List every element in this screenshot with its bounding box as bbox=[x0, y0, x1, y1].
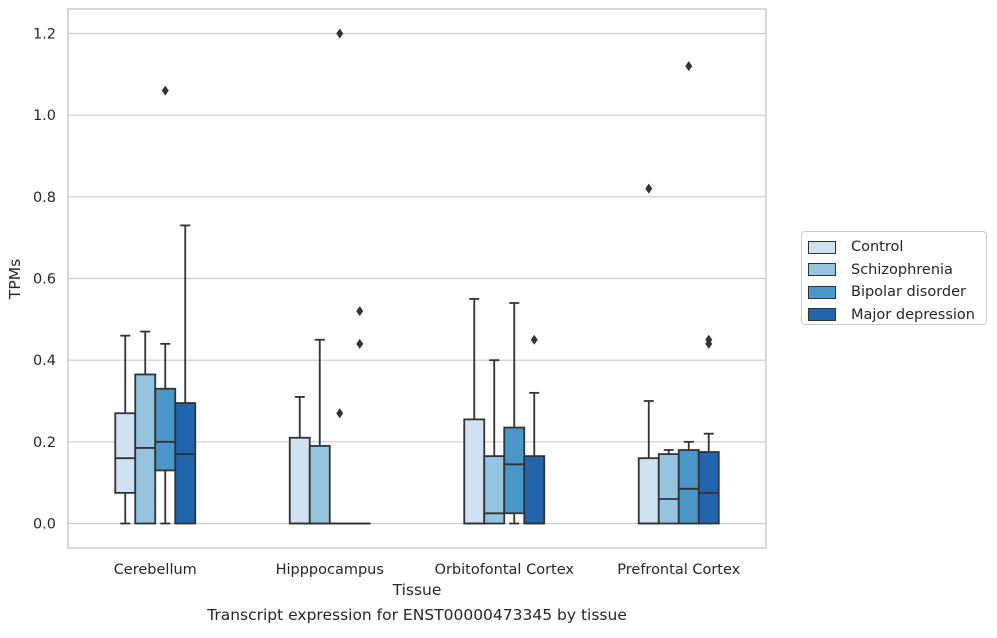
x-tick-label: Cerebellum bbox=[114, 562, 197, 578]
x-tick-label: Prefrontal Cortex bbox=[617, 562, 740, 578]
box-body bbox=[175, 403, 195, 523]
box-3-1 bbox=[659, 450, 679, 524]
box-body bbox=[504, 428, 524, 514]
y-tick-label: 0.0 bbox=[33, 517, 56, 533]
legend-label: Major depression bbox=[851, 307, 975, 323]
x-tick-labels: Cerebellum Hipppocampus Orbitofontal Corte… bbox=[114, 562, 741, 578]
chart-caption: Transcript expression for ENST0000047334… bbox=[0, 606, 834, 624]
y-tick-label: 1.0 bbox=[33, 108, 56, 124]
legend-label: Schizophrenia bbox=[851, 262, 953, 278]
legend-label: Control bbox=[851, 239, 903, 255]
x-axis-label: Tissue bbox=[392, 581, 442, 599]
box-body bbox=[290, 438, 310, 524]
x-tick-label: Orbitofontal Cortex bbox=[435, 562, 575, 578]
box-body bbox=[155, 389, 175, 471]
y-tick-label: 1.2 bbox=[33, 27, 56, 43]
y-tick-labels: 0.0 0.2 0.4 0.6 0.8 1.0 1.2 bbox=[33, 27, 56, 533]
legend: Control Schizophrenia Bipolar disorder Majo… bbox=[801, 231, 987, 325]
box-body bbox=[524, 456, 544, 523]
box-body bbox=[310, 446, 330, 524]
box-body bbox=[639, 458, 659, 523]
y-tick-label: 0.2 bbox=[33, 435, 56, 451]
box-body bbox=[115, 413, 135, 493]
box-body bbox=[464, 419, 484, 523]
legend-swatch bbox=[808, 241, 836, 254]
legend-label: Bipolar disorder bbox=[851, 284, 966, 300]
legend-item: Schizophrenia bbox=[808, 259, 986, 282]
box-body bbox=[679, 450, 699, 524]
y-tick-label: 0.8 bbox=[33, 190, 56, 206]
legend-swatch bbox=[808, 308, 836, 321]
y-axis-label: TPMs bbox=[6, 259, 24, 300]
x-tick-label: Hipppocampus bbox=[276, 562, 384, 578]
y-tick-label: 0.4 bbox=[33, 353, 56, 369]
legend-swatch bbox=[808, 263, 836, 276]
box-body bbox=[699, 452, 719, 523]
legend-swatch bbox=[808, 286, 836, 299]
legend-item: Major depression bbox=[808, 304, 986, 327]
box-body bbox=[135, 374, 155, 523]
box-body bbox=[659, 454, 679, 523]
y-tick-label: 0.6 bbox=[33, 272, 56, 288]
legend-item: Control bbox=[808, 236, 986, 259]
legend-item: Bipolar disorder bbox=[808, 281, 986, 304]
